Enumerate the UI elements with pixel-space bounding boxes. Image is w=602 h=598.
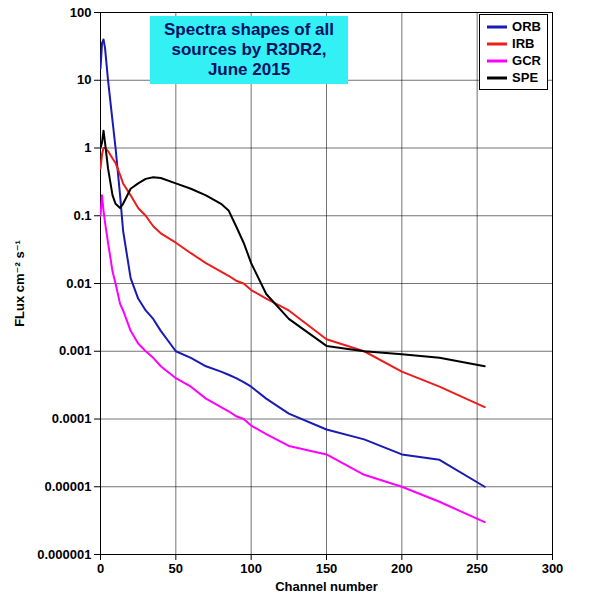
- svg-text:0.01: 0.01: [66, 276, 91, 291]
- svg-text:250: 250: [466, 561, 488, 576]
- svg-text:FLux cm⁻² s⁻¹: FLux cm⁻² s⁻¹: [12, 240, 27, 327]
- svg-text:50: 50: [169, 561, 183, 576]
- svg-text:0: 0: [97, 561, 104, 576]
- svg-text:100: 100: [70, 5, 92, 20]
- html-text:GCR: GCR: [512, 53, 541, 68]
- svg-text:0.0001: 0.0001: [52, 411, 92, 426]
- svg-text:10: 10: [77, 72, 91, 87]
- svg-text:300: 300: [542, 561, 564, 576]
- svg-text:1: 1: [84, 140, 91, 155]
- svg-text:Channel number: Channel number: [275, 579, 378, 594]
- html-text:SPE: SPE: [512, 70, 539, 85]
- html-text:ORB: ORB: [512, 19, 541, 34]
- html-text:IRB: IRB: [512, 36, 535, 51]
- svg-text:0.001: 0.001: [59, 343, 92, 358]
- svg-text:0.000001: 0.000001: [37, 547, 91, 562]
- svg-text:150: 150: [316, 561, 338, 576]
- svg-text:100: 100: [240, 561, 262, 576]
- svg-text:0.00001: 0.00001: [45, 479, 92, 494]
- svg-text:0.1: 0.1: [73, 208, 91, 223]
- html-text:Spectra shapes of all sources: Spectra shapes of all sources by R3DR2, …: [164, 20, 334, 79]
- svg-text:200: 200: [391, 561, 413, 576]
